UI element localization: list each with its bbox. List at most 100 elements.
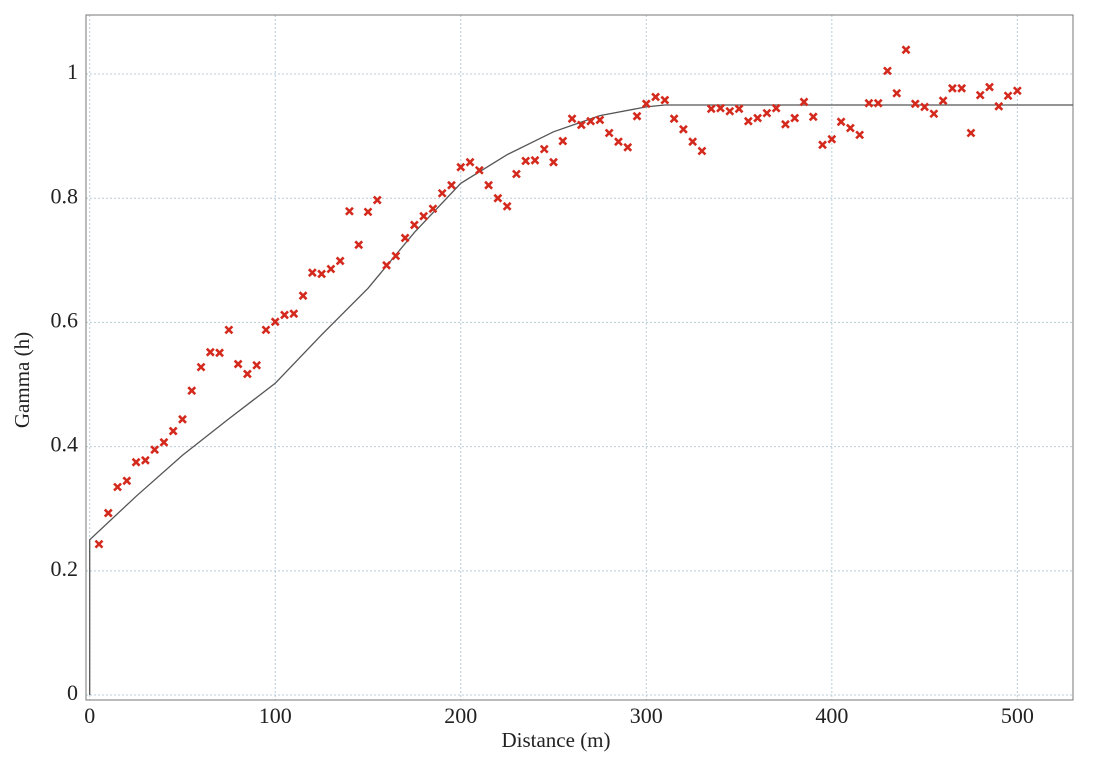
data-point xyxy=(131,457,141,467)
data-point xyxy=(215,348,224,358)
data-point xyxy=(883,66,892,76)
data-point xyxy=(372,195,382,205)
data-point xyxy=(975,90,985,100)
data-point xyxy=(595,115,605,125)
data-point xyxy=(280,310,289,320)
data-point xyxy=(725,106,735,116)
data-point xyxy=(985,82,994,92)
data-point xyxy=(790,113,800,123)
data-point xyxy=(994,101,1004,111)
data-point xyxy=(530,155,540,165)
data-point xyxy=(261,325,271,335)
data-point xyxy=(753,113,763,123)
data-point xyxy=(966,128,976,138)
data-point xyxy=(892,88,902,98)
data-point xyxy=(567,114,577,124)
data-point xyxy=(947,83,957,93)
data-point xyxy=(1012,86,1022,96)
data-point xyxy=(140,455,150,465)
data-point xyxy=(437,188,447,198)
data-point xyxy=(317,269,327,279)
data-point xyxy=(289,309,299,319)
data-point xyxy=(873,98,883,108)
data-point xyxy=(957,83,967,93)
data-point xyxy=(103,508,113,518)
data-point xyxy=(233,359,243,369)
data-point xyxy=(168,426,178,436)
data-point xyxy=(474,165,484,175)
data-point xyxy=(363,207,373,217)
data-point xyxy=(604,128,614,138)
data-point xyxy=(549,157,558,167)
data-point xyxy=(419,211,429,221)
data-point xyxy=(632,111,642,121)
data-point xyxy=(688,137,698,147)
data-point xyxy=(456,162,466,172)
data-point xyxy=(122,476,132,486)
x-tick-label: 300 xyxy=(630,703,663,728)
data-point xyxy=(623,142,633,152)
data-point xyxy=(270,317,280,327)
data-point xyxy=(586,116,596,126)
data-point xyxy=(447,180,456,190)
data-point xyxy=(242,369,252,379)
data-point xyxy=(920,102,929,112)
data-point xyxy=(1003,91,1013,101)
data-point xyxy=(391,251,401,261)
data-point xyxy=(669,114,679,124)
data-point xyxy=(178,414,187,424)
data-point xyxy=(113,482,122,492)
data-point xyxy=(799,97,809,107)
data-point xyxy=(465,157,475,167)
data-point xyxy=(409,220,419,230)
data-point xyxy=(734,104,744,114)
data-point xyxy=(298,291,308,301)
plot-frame xyxy=(85,14,1074,701)
y-tick-label: 0.4 xyxy=(51,432,79,457)
data-point xyxy=(196,362,206,372)
data-point xyxy=(307,268,317,278)
y-tick-label: 0.2 xyxy=(51,556,79,581)
data-point xyxy=(855,130,865,140)
data-point xyxy=(836,117,846,127)
y-tick-label: 0 xyxy=(67,680,78,705)
data-point xyxy=(187,386,197,396)
data-point xyxy=(845,123,855,133)
data-point xyxy=(641,99,651,109)
x-tick-label: 100 xyxy=(259,703,292,728)
data-point xyxy=(781,119,790,129)
x-tick-label: 0 xyxy=(84,703,95,728)
data-point xyxy=(771,103,781,113)
x-tick-label: 200 xyxy=(444,703,477,728)
y-tick-label: 0.8 xyxy=(51,183,79,208)
data-point xyxy=(382,260,391,270)
data-point xyxy=(400,233,410,243)
data-point xyxy=(502,201,512,211)
data-point xyxy=(827,134,837,144)
data-point xyxy=(354,240,364,250)
data-point xyxy=(614,137,623,147)
y-axis-title: Gamma (h) xyxy=(10,332,34,428)
data-point xyxy=(512,169,521,179)
data-point xyxy=(493,193,503,203)
model-curve xyxy=(89,104,1073,695)
data-point xyxy=(558,136,568,146)
data-point xyxy=(660,95,670,105)
data-point xyxy=(762,108,772,118)
data-point xyxy=(94,539,104,549)
data-point xyxy=(539,144,549,154)
y-tick-label: 0.6 xyxy=(51,307,79,332)
data-point xyxy=(224,325,234,335)
data-point xyxy=(428,204,438,214)
x-tick-label: 500 xyxy=(1001,703,1034,728)
data-point xyxy=(716,103,725,113)
data-point xyxy=(808,112,818,122)
data-point xyxy=(345,206,354,216)
data-point xyxy=(910,99,920,109)
data-point xyxy=(326,264,336,274)
data-point xyxy=(864,98,874,108)
y-tick-label: 1 xyxy=(67,59,78,84)
data-point xyxy=(484,180,494,190)
data-point xyxy=(706,104,716,114)
